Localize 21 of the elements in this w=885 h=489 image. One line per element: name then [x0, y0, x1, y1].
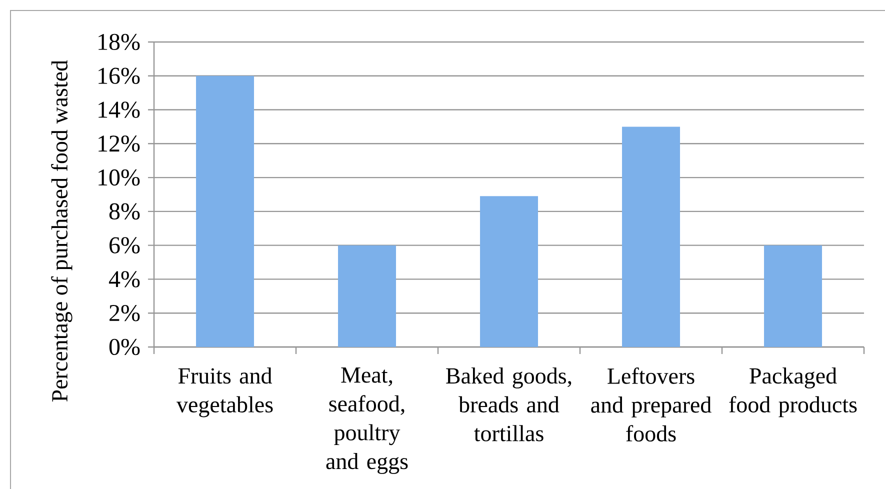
y-tick-label: 4%: [108, 271, 140, 288]
bar: [338, 245, 396, 347]
y-tick-label: 0%: [109, 338, 140, 356]
bar: [622, 126, 680, 347]
y-tick-label: 18%: [98, 34, 140, 50]
y-tick-label: 12%: [98, 136, 140, 152]
x-tick-label: Packaged food products: [729, 368, 857, 418]
y-tick-label: 6%: [110, 237, 140, 254]
y-tick-label: 14%: [98, 102, 140, 118]
y-tick-label: 8%: [109, 203, 140, 220]
bar: [480, 196, 538, 347]
y-tick-label: 10%: [98, 169, 140, 186]
x-tick-label: Meat, seafood, poultry and eggs: [326, 368, 408, 474]
x-tick-label: Fruits and vegetables: [176, 368, 273, 418]
y-tick-label: 16%: [98, 68, 140, 84]
bar: [196, 76, 254, 347]
y-tick-label: 2%: [110, 304, 140, 322]
bar: [764, 245, 822, 347]
x-tick-label: Baked goods, breads and tortillas: [446, 368, 572, 442]
y-axis-title: Percentage of purchased food wasted: [51, 60, 72, 402]
x-tick-label: Leftovers and prepared foods: [591, 368, 712, 442]
